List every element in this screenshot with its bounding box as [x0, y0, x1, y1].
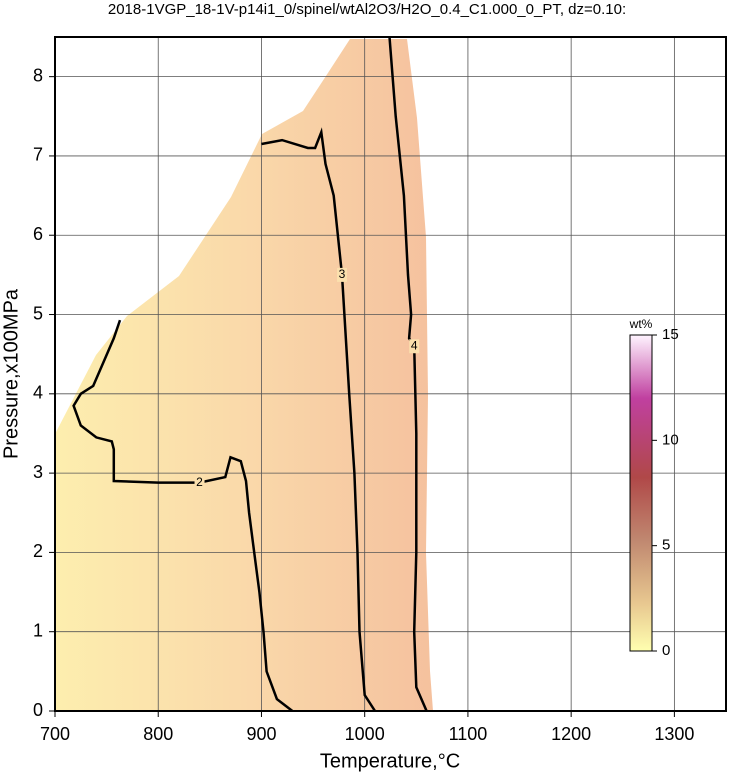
contour-label-bg [194, 475, 205, 490]
contours: 2 3 4 [72, 36, 428, 712]
colorbar [629, 334, 653, 652]
colorbar-tick-label: 5 [662, 537, 670, 554]
colorbar-tick-label: 15 [662, 326, 679, 343]
y-tick-label: 8 [33, 65, 43, 85]
frame [54, 36, 727, 712]
x-tick-label: 800 [143, 724, 173, 744]
x-axis-label: Temperature,°C [320, 750, 460, 772]
y-tick-label: 5 [33, 303, 43, 323]
x-tick-label: 1300 [654, 724, 694, 744]
x-tick-label: 700 [40, 724, 70, 744]
contour-label-bg [409, 339, 420, 354]
colorbar-tick-label: 10 [662, 431, 679, 448]
contour-label: 4 [411, 338, 418, 352]
x-tick-label: 1000 [345, 724, 385, 744]
x-tick-label: 900 [246, 724, 276, 744]
colorbar-label: wt% [629, 317, 653, 331]
contour-label: 2 [196, 475, 203, 489]
x-tick-label: 1200 [551, 724, 591, 744]
y-tick-label: 1 [33, 620, 43, 640]
chart-title: 2018-1VGP_18-1V-p14i1_0/spinel/wtAl2O3/H… [108, 1, 626, 18]
y-tick-label: 4 [33, 383, 43, 403]
field [55, 39, 433, 711]
y-axis-label: Pressure,x100MPa [0, 288, 22, 459]
contour-line [72, 319, 294, 712]
grid [54, 37, 726, 712]
y-tick-label: 2 [33, 541, 43, 561]
contour-label-bg [336, 267, 347, 282]
x-tick-label: 1100 [449, 724, 488, 744]
contour-line [261, 127, 377, 712]
y-tick-label: 7 [33, 145, 43, 165]
y-tick-label: 3 [33, 462, 43, 482]
y-tick-label: 0 [33, 700, 43, 720]
colorbar-tick-label: 0 [662, 642, 670, 659]
contour-label: 3 [339, 267, 346, 281]
y-tick-label: 6 [33, 224, 43, 244]
